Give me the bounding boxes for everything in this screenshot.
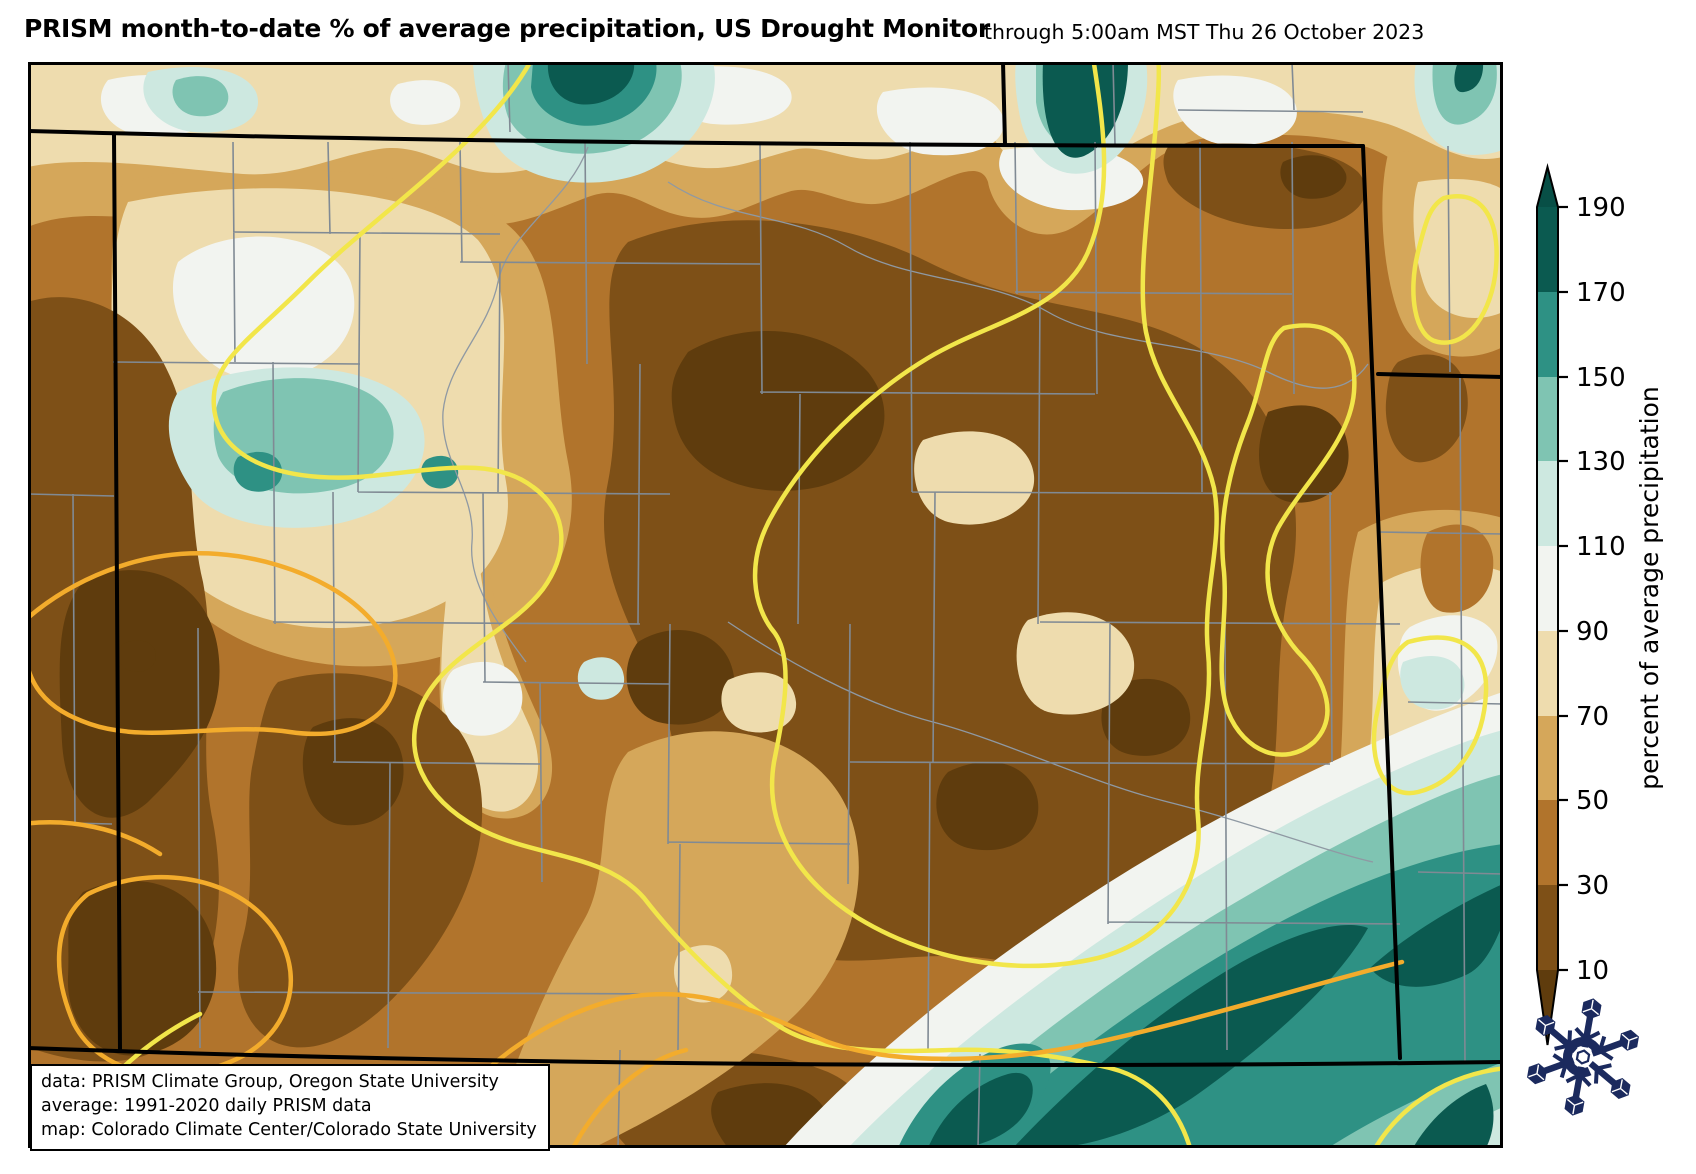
colorbar-segment bbox=[1537, 207, 1558, 292]
colorbar-segment bbox=[1537, 377, 1558, 461]
colorbar-segment bbox=[1537, 546, 1558, 631]
attribution-line: average: 1991-2020 daily PRISM data bbox=[41, 1095, 372, 1116]
state-borders bbox=[28, 62, 1503, 1068]
colorbar-segment bbox=[1537, 631, 1558, 716]
page-title: PRISM month-to-date % of average precipi… bbox=[24, 14, 990, 43]
colorbar-arrow-under bbox=[1537, 970, 1558, 1045]
precipitation-map bbox=[28, 62, 1503, 1148]
precip-fill-90-110 bbox=[100, 66, 1297, 380]
precip-fill-under-10 bbox=[59, 155, 1349, 1148]
colorbar-tick-label: 190 bbox=[1576, 193, 1626, 223]
river-lines bbox=[442, 146, 1374, 863]
colorbar-segment bbox=[1537, 292, 1558, 377]
colorbar-segment bbox=[1537, 716, 1558, 800]
timestamp: through 5:00am MST Thu 26 October 2023 bbox=[984, 20, 1425, 44]
colorbar-tick-label: 50 bbox=[1576, 786, 1609, 816]
colorbar-tick-labels: 190 170 150 130 110 90 70 50 30 10 bbox=[1576, 193, 1626, 986]
attribution-box: data: PRISM Climate Group, Oregon State … bbox=[30, 1064, 550, 1152]
precip-fill-teals bbox=[143, 62, 1503, 1148]
attribution-line: data: PRISM Climate Group, Oregon State … bbox=[41, 1072, 499, 1092]
colorbar-segment bbox=[1537, 800, 1558, 885]
colorbar-axis-label: percent of average precipitation bbox=[1635, 386, 1664, 790]
colorbar-segment bbox=[1537, 461, 1558, 546]
colorbar-tick-label: 130 bbox=[1576, 447, 1626, 477]
map-frame bbox=[28, 62, 1503, 1148]
drought-contours-yellow bbox=[55, 62, 1503, 1148]
colorbar-tick-label: 90 bbox=[1576, 617, 1609, 647]
colorbar-tick-label: 70 bbox=[1576, 702, 1609, 732]
colorbar-tick-label: 10 bbox=[1576, 956, 1609, 986]
colorbar-arrow-over bbox=[1537, 167, 1558, 207]
colorbar-tick-label: 170 bbox=[1576, 278, 1626, 308]
colorado-climate-center-snowflake-logo bbox=[1521, 998, 1645, 1119]
colorbar: 190 170 150 130 110 90 70 50 30 10 perce… bbox=[1536, 163, 1664, 1046]
attribution-line: map: Colorado Climate Center/Colorado St… bbox=[41, 1119, 537, 1140]
colorbar-tick-label: 150 bbox=[1576, 363, 1626, 393]
colorbar-tick-label: 110 bbox=[1576, 532, 1626, 562]
colorbar-ticks bbox=[1558, 205, 1568, 972]
colorbar-segment bbox=[1537, 885, 1558, 970]
county-boundaries bbox=[28, 62, 1503, 1148]
colorbar-tick-label: 30 bbox=[1576, 871, 1609, 901]
drought-contours-orange bbox=[28, 551, 1405, 1148]
